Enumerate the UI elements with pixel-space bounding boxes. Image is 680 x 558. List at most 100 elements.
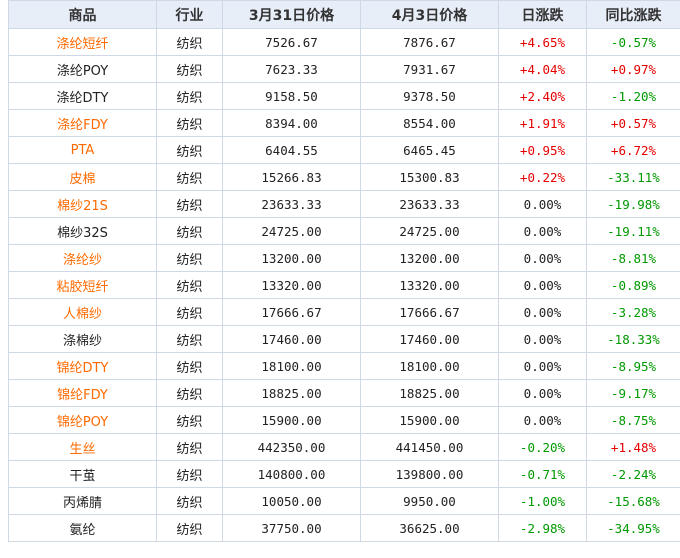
table-row: 锦纶POY 纺织 15900.00 15900.00 0.00% -8.75%: [8, 406, 680, 434]
header-daily-change[interactable]: 日涨跌: [498, 0, 587, 29]
yoy-change-cell: -15.68%: [586, 487, 680, 515]
industry-cell: 纺织: [156, 55, 223, 83]
price-apr3-cell: 7931.67: [360, 55, 499, 83]
daily-change-cell: -0.20%: [498, 433, 587, 461]
table-body: 涤纶短纤 纺织 7526.67 7876.67 +4.65% -0.57% 涤纶POY 纺织 7…: [8, 28, 680, 542]
price-apr3-cell: 13200.00: [360, 244, 499, 272]
industry-cell: 纺织: [156, 190, 223, 218]
price-apr3-cell: 9950.00: [360, 487, 499, 515]
daily-change-cell: -2.98%: [498, 514, 587, 542]
commodity-name: 氨纶: [8, 514, 157, 542]
price-apr3-cell: 17460.00: [360, 325, 499, 353]
industry-cell: 纺织: [156, 325, 223, 353]
commodity-name[interactable]: 皮棉: [8, 163, 157, 191]
industry-cell: 纺织: [156, 82, 223, 110]
price-apr3-cell: 9378.50: [360, 82, 499, 110]
daily-change-cell: 0.00%: [498, 271, 587, 299]
price-apr3-cell: 15300.83: [360, 163, 499, 191]
daily-change-cell: 0.00%: [498, 217, 587, 245]
yoy-change-cell: -34.95%: [586, 514, 680, 542]
price-mar31-cell: 37750.00: [222, 514, 361, 542]
price-mar31-cell: 140800.00: [222, 460, 361, 488]
commodity-name[interactable]: 锦纶POY: [8, 406, 157, 434]
yoy-change-cell: -19.98%: [586, 190, 680, 218]
commodity-name[interactable]: 人棉纱: [8, 298, 157, 326]
industry-cell: 纺织: [156, 109, 223, 137]
price-mar31-cell: 15900.00: [222, 406, 361, 434]
price-apr3-cell: 13320.00: [360, 271, 499, 299]
daily-change-cell: +0.95%: [498, 136, 587, 164]
price-mar31-cell: 15266.83: [222, 163, 361, 191]
price-mar31-cell: 18100.00: [222, 352, 361, 380]
table-row: 人棉纱 纺织 17666.67 17666.67 0.00% -3.28%: [8, 298, 680, 326]
industry-cell: 纺织: [156, 163, 223, 191]
daily-change-cell: 0.00%: [498, 244, 587, 272]
price-apr3-cell: 36625.00: [360, 514, 499, 542]
table-row: 生丝 纺织 442350.00 441450.00 -0.20% +1.48%: [8, 433, 680, 461]
daily-change-cell: -1.00%: [498, 487, 587, 515]
header-commodity[interactable]: 商品: [8, 0, 157, 29]
commodity-name: 涤棉纱: [8, 325, 157, 353]
price-mar31-cell: 23633.33: [222, 190, 361, 218]
yoy-change-cell: +6.72%: [586, 136, 680, 164]
commodity-name[interactable]: 棉纱21S: [8, 190, 157, 218]
table-header: 商品 行业 3月31日价格 4月3日价格 日涨跌 同比涨跌: [8, 0, 680, 29]
commodity-name[interactable]: 涤纶FDY: [8, 109, 157, 137]
price-apr3-cell: 8554.00: [360, 109, 499, 137]
price-mar31-cell: 24725.00: [222, 217, 361, 245]
table-row: 锦纶DTY 纺织 18100.00 18100.00 0.00% -8.95%: [8, 352, 680, 380]
price-mar31-cell: 7623.33: [222, 55, 361, 83]
commodity-name: 丙烯腈: [8, 487, 157, 515]
yoy-change-cell: -8.95%: [586, 352, 680, 380]
industry-cell: 纺织: [156, 271, 223, 299]
header-industry[interactable]: 行业: [156, 0, 223, 29]
header-price-apr3[interactable]: 4月3日价格: [360, 0, 499, 29]
table-row: 锦纶FDY 纺织 18825.00 18825.00 0.00% -9.17%: [8, 379, 680, 407]
yoy-change-cell: -8.75%: [586, 406, 680, 434]
industry-cell: 纺织: [156, 487, 223, 515]
table-row: 涤纶短纤 纺织 7526.67 7876.67 +4.65% -0.57%: [8, 28, 680, 56]
price-mar31-cell: 442350.00: [222, 433, 361, 461]
commodity-name[interactable]: 涤纶短纤: [8, 28, 157, 56]
commodity-name[interactable]: 涤纶纱: [8, 244, 157, 272]
commodity-name[interactable]: 锦纶DTY: [8, 352, 157, 380]
daily-change-cell: 0.00%: [498, 325, 587, 353]
header-yoy-change[interactable]: 同比涨跌: [586, 0, 680, 29]
commodity-name: 涤纶DTY: [8, 82, 157, 110]
price-apr3-cell: 6465.45: [360, 136, 499, 164]
price-mar31-cell: 6404.55: [222, 136, 361, 164]
industry-cell: 纺织: [156, 433, 223, 461]
table-row: 棉纱32S 纺织 24725.00 24725.00 0.00% -19.11%: [8, 217, 680, 245]
price-mar31-cell: 17460.00: [222, 325, 361, 353]
table-row: 粘胶短纤 纺织 13320.00 13320.00 0.00% -0.89%: [8, 271, 680, 299]
industry-cell: 纺织: [156, 379, 223, 407]
price-apr3-cell: 441450.00: [360, 433, 499, 461]
table-row: 涤纶FDY 纺织 8394.00 8554.00 +1.91% +0.57%: [8, 109, 680, 137]
price-apr3-cell: 18825.00: [360, 379, 499, 407]
yoy-change-cell: +0.57%: [586, 109, 680, 137]
price-mar31-cell: 13320.00: [222, 271, 361, 299]
yoy-change-cell: -33.11%: [586, 163, 680, 191]
commodity-name[interactable]: 生丝: [8, 433, 157, 461]
table-row: 干茧 纺织 140800.00 139800.00 -0.71% -2.24%: [8, 460, 680, 488]
price-mar31-cell: 10050.00: [222, 487, 361, 515]
yoy-change-cell: -2.24%: [586, 460, 680, 488]
price-mar31-cell: 7526.67: [222, 28, 361, 56]
header-price-mar31[interactable]: 3月31日价格: [222, 0, 361, 29]
industry-cell: 纺织: [156, 28, 223, 56]
table-row: PTA 纺织 6404.55 6465.45 +0.95% +6.72%: [8, 136, 680, 164]
daily-change-cell: +0.22%: [498, 163, 587, 191]
table-row: 涤纶DTY 纺织 9158.50 9378.50 +2.40% -1.20%: [8, 82, 680, 110]
industry-cell: 纺织: [156, 136, 223, 164]
table-row: 棉纱21S 纺织 23633.33 23633.33 0.00% -19.98%: [8, 190, 680, 218]
commodity-name: 干茧: [8, 460, 157, 488]
daily-change-cell: -0.71%: [498, 460, 587, 488]
price-mar31-cell: 8394.00: [222, 109, 361, 137]
yoy-change-cell: -1.20%: [586, 82, 680, 110]
price-apr3-cell: 18100.00: [360, 352, 499, 380]
commodity-name[interactable]: 锦纶FDY: [8, 379, 157, 407]
table-row: 皮棉 纺织 15266.83 15300.83 +0.22% -33.11%: [8, 163, 680, 191]
commodity-name[interactable]: 粘胶短纤: [8, 271, 157, 299]
yoy-change-cell: -0.89%: [586, 271, 680, 299]
commodity-name[interactable]: PTA: [8, 136, 157, 164]
